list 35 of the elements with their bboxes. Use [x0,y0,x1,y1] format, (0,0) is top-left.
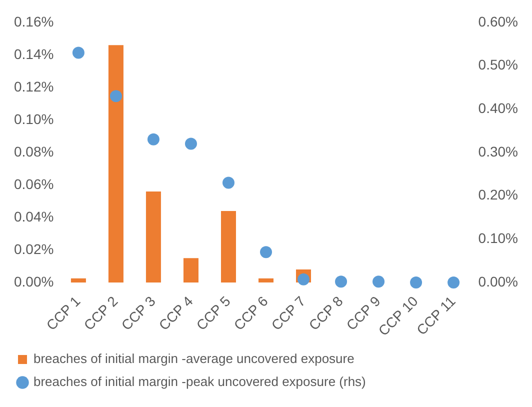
point [298,273,310,286]
bar [146,191,161,282]
y2-tick-label: 0.30% [478,143,518,160]
y2-tick-label: 0.40% [478,100,518,116]
y-tick-label: 0.00% [14,273,54,290]
y-tick-label: 0.02% [14,240,54,257]
point [110,90,122,102]
y-tick-label: 0.10% [14,110,54,127]
y-tick-label: 0.08% [14,143,54,160]
point [260,246,272,258]
y-tick-label: 0.04% [14,208,54,224]
point [335,276,348,288]
y2-tick-label: 0.60% [478,13,518,30]
y2-tick-label: 0.50% [478,56,518,73]
y-tick-label: 0.06% [14,176,54,192]
y2-tick-label: 0.10% [478,230,518,246]
point [448,276,460,288]
y-tick-label: 0.16% [14,13,54,30]
bar [70,278,86,282]
legend-label: breaches of initial margin -average uncovered exposure [34,351,354,366]
bar [183,258,198,282]
y-tick-label: 0.14% [14,46,54,62]
y2-tick-label: 0.00% [478,273,518,290]
point [222,176,234,189]
y2-tick-label: 0.20% [478,186,518,203]
point [372,276,385,288]
bar [258,278,274,282]
legend-label: breaches of initial margin -peak uncovered exposure (rhs) [34,374,366,390]
point [184,138,197,150]
y-tick-label: 0.12% [14,78,54,94]
point [147,133,160,146]
point [410,276,422,288]
point [72,46,84,59]
bar [108,45,124,282]
bar [220,210,236,282]
